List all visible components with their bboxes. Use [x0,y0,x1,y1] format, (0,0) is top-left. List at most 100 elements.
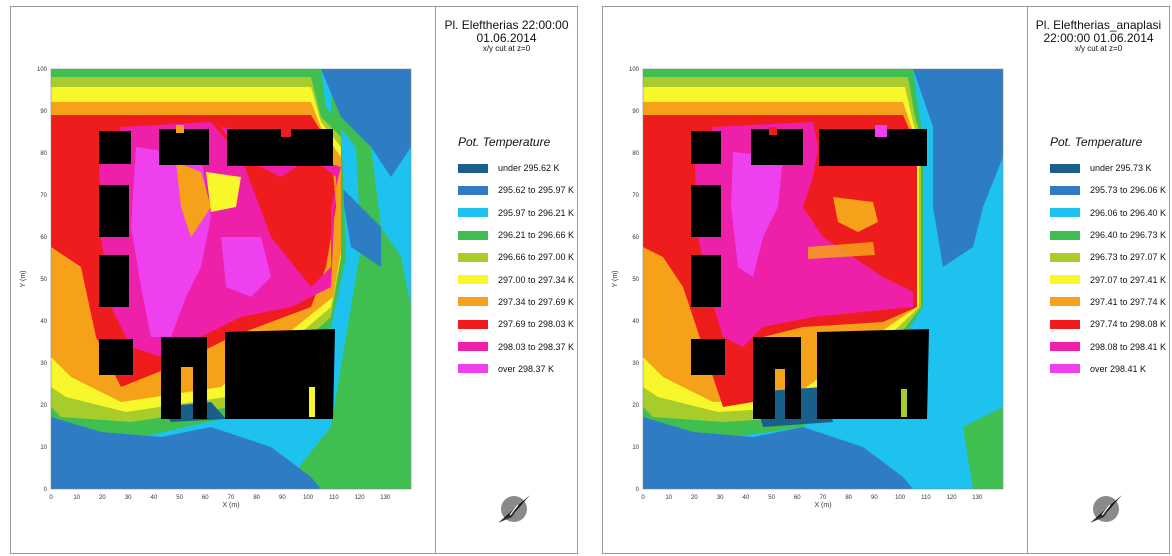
legend-label: 298.08 to 298.41 K [1090,341,1167,352]
building [99,185,129,237]
y-tick-label: 70 [40,193,47,199]
left-info-column: Pl. Eleftherias 22:00:00 01.06.2014 x/y … [436,7,577,553]
panel-divider [1027,7,1028,553]
y-tick-label: 0 [44,487,48,493]
legend-label: under 295.62 K [498,163,560,174]
right-field [643,69,1003,489]
x-tick-label: 130 [972,495,983,501]
x-tick-label: 60 [202,495,209,501]
map-subtitle: x/y cut at z=0 [1074,44,1123,53]
legend-swatch [1050,163,1080,173]
building [753,337,801,419]
legend-label: 296.06 to 296.40 K [1090,207,1167,218]
building [691,185,721,237]
north-arrow-icon [498,495,530,523]
y-tick-label: 20 [632,403,639,409]
x-tick-label: 20 [99,495,106,501]
legend-swatch [458,342,488,352]
x-tick-label: 30 [125,495,132,501]
legend-swatch [458,185,488,195]
legend-item: 297.41 to 297.74 K [1050,291,1166,313]
x-tick-label: 110 [329,495,339,501]
x-tick-label: 100 [895,495,906,501]
legend-label: 297.34 to 297.69 K [498,296,575,307]
x-tick-label: 30 [717,495,724,501]
x-tick-label: 10 [665,495,672,501]
x-tick-label: 50 [176,495,183,501]
left-map-panel: 100 90 80 70 60 50 40 30 20 10 0 Y (m) 0… [10,6,578,554]
legend-label: 297.74 to 298.08 K [1090,319,1167,330]
y-tick-label: 60 [40,235,47,241]
legend-label: 297.00 to 297.34 K [498,274,575,285]
y-tick-label: 80 [40,151,47,157]
legend-label: 297.07 to 297.41 K [1090,274,1167,285]
north-arrow-icon [1090,495,1122,523]
y-tick-label: 40 [632,319,639,325]
legend-item: 296.06 to 296.40 K [1050,202,1166,224]
x-tick-label: 40 [151,495,158,501]
legend-swatch [1050,208,1080,218]
y-tick-label: 80 [632,151,639,157]
legend-label: 298.03 to 298.37 K [498,341,575,352]
x-tick-label: 100 [303,495,314,501]
right-legend: under 295.73 K 295.73 to 296.06 K 296.06… [1050,157,1166,380]
legend-swatch [1050,342,1080,352]
y-tick-label: 90 [40,109,47,115]
legend-item: 296.40 to 296.73 K [1050,224,1166,246]
y-tick-label: 100 [629,67,640,73]
x-tick-label: 130 [380,495,391,501]
y-tick-label: 90 [632,109,639,115]
x-tick-label: 120 [947,495,958,501]
x-tick-label: 70 [820,495,827,501]
x-tick-label: 90 [871,495,878,501]
legend-item: 297.07 to 297.41 K [1050,268,1166,290]
legend-swatch [458,208,488,218]
y-tick-label: 50 [40,277,47,283]
building [819,129,927,166]
legend-swatch [458,163,488,173]
legend-swatch [458,297,488,307]
building [691,255,721,307]
building [817,329,929,419]
building [161,337,207,419]
legend-item: over 298.41 K [1050,358,1166,380]
x-tick-label: 80 [253,495,260,501]
panel-divider [435,7,436,553]
y-tick-label: 10 [632,445,639,451]
y-tick-label: 40 [40,319,47,325]
y-tick-label: 0 [636,487,640,493]
legend-label: 295.97 to 296.21 K [498,207,575,218]
x-tick-label: 80 [845,495,852,501]
x-axis-title: X (m) [222,502,239,509]
legend-item: 295.97 to 296.21 K [458,202,574,224]
legend-swatch [458,319,488,329]
legend-title: Pot. Temperature [1050,135,1143,149]
legend-label: 297.41 to 297.74 K [1090,296,1167,307]
legend-label: 296.66 to 297.00 K [498,252,575,263]
legend-label: 295.62 to 295.97 K [498,185,575,196]
building [99,339,133,375]
building [99,131,131,164]
y-axis-title: Y (m) [20,271,27,288]
building [225,329,335,419]
y-tick-label: 60 [632,235,639,241]
right-heatmap: 100 90 80 70 60 50 40 30 20 10 0 Y (m) 0… [612,67,1004,509]
building [227,129,333,166]
y-tick-label: 20 [40,403,47,409]
legend-item: 297.69 to 298.03 K [458,313,574,335]
map-title: Pl. Eleftherias_anaplasi 22:00:00 01.06.… [1035,18,1162,45]
legend-item: under 295.62 K [458,157,574,179]
right-y-axis: 100 90 80 70 60 50 40 30 20 10 0 Y (m) [612,67,640,493]
building [99,255,129,307]
legend-swatch [458,364,488,374]
x-tick-label: 70 [228,495,235,501]
building [159,129,209,165]
legend-swatch [1050,252,1080,262]
legend-item: 296.21 to 296.66 K [458,224,574,246]
legend-label: 296.40 to 296.73 K [1090,230,1167,241]
x-tick-label: 110 [921,495,931,501]
map-title: Pl. Eleftherias 22:00:00 01.06.2014 [444,18,569,45]
legend-label: 296.21 to 296.66 K [498,230,575,241]
x-tick-label: 60 [794,495,801,501]
x-tick-label: 0 [641,495,645,501]
